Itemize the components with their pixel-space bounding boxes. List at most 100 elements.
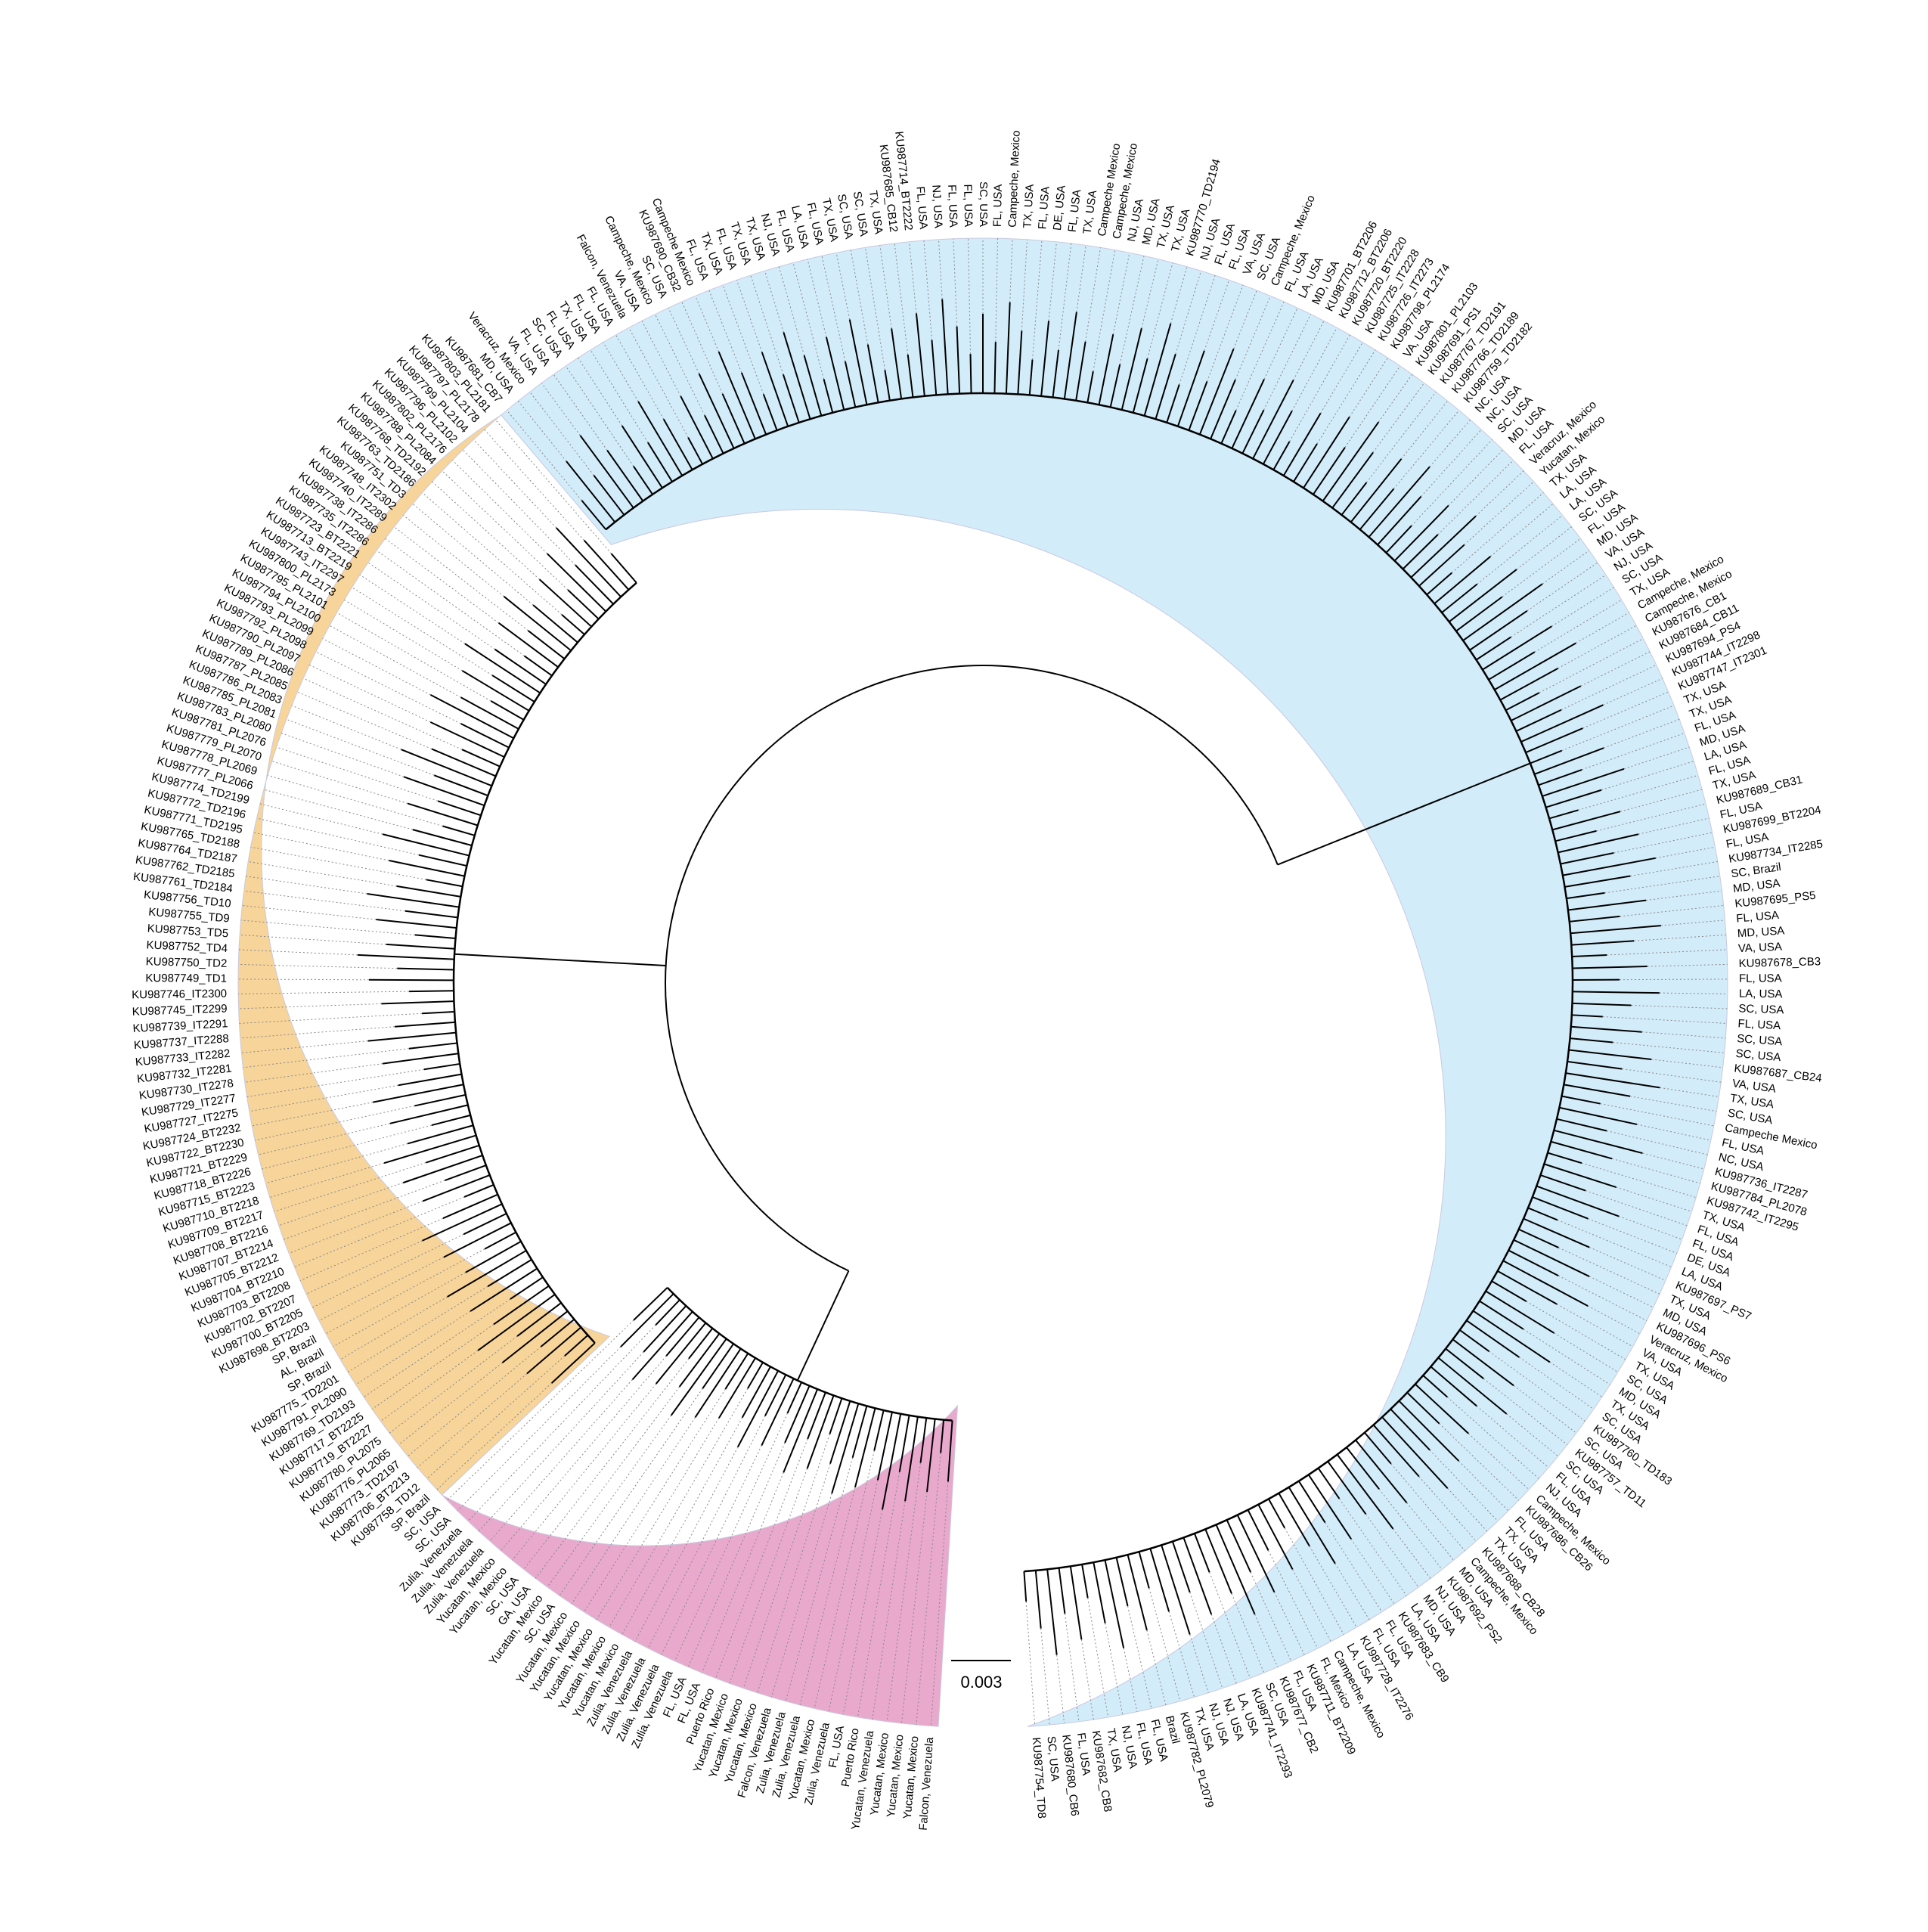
branch: [874, 1410, 883, 1451]
branch: [386, 944, 455, 949]
leaf-label: FL, USA: [1736, 909, 1780, 926]
branch: [367, 894, 460, 907]
branch: [547, 554, 606, 612]
branch: [395, 1022, 455, 1027]
leader: [297, 692, 432, 749]
leaf-label: KU987752_TD4: [146, 938, 228, 955]
leaf-label: KU987753_TD5: [147, 922, 228, 940]
branch: [1227, 1520, 1251, 1572]
leader: [281, 733, 404, 777]
branch: [971, 354, 972, 393]
leader: [268, 775, 442, 826]
branch: [680, 1334, 720, 1387]
branch: [1059, 1568, 1065, 1613]
branch: [689, 1329, 712, 1359]
leaf-label: FL, USA: [945, 185, 959, 228]
branch: [409, 1043, 457, 1048]
branch: [528, 631, 564, 659]
branch: [1093, 1562, 1105, 1623]
leaf-label: SC, USA: [977, 181, 990, 227]
leader: [377, 550, 524, 656]
leaf-label: FL, USA: [1739, 972, 1782, 985]
branch: [785, 1386, 809, 1443]
branch: [643, 1306, 686, 1352]
leader: [352, 588, 492, 675]
branch: [533, 605, 578, 643]
branch: [855, 1408, 876, 1487]
leaf-label: SC, USA: [1737, 1032, 1783, 1048]
branch: [424, 1064, 460, 1069]
leaf-label: FL, USA: [961, 184, 975, 227]
branch: [612, 554, 637, 583]
branch: [408, 804, 478, 826]
branch: [432, 749, 496, 776]
leaf-label: NJ, USA: [929, 185, 944, 228]
leaf-label: KU987750_TD2: [146, 955, 228, 970]
branch: [719, 1358, 755, 1419]
leaf-label: DE, USA: [1051, 185, 1068, 231]
branch: [1024, 1571, 1026, 1602]
branch: [568, 590, 599, 619]
leaf-label: KU987746_IT2300: [132, 988, 227, 1002]
leader: [452, 461, 547, 554]
branch: [434, 775, 488, 795]
branch: [381, 1001, 454, 1003]
leader: [1041, 1629, 1049, 1725]
branch: [1299, 1481, 1325, 1523]
branch: [465, 643, 541, 693]
leader: [360, 575, 465, 643]
branch: [397, 886, 461, 897]
branch: [1195, 1534, 1210, 1572]
leaf-label: FL, USA: [913, 186, 929, 230]
branch: [432, 1115, 470, 1125]
branch: [466, 1242, 521, 1273]
branch: [1183, 1537, 1211, 1614]
branch: [404, 777, 484, 805]
leaf-label: LA, USA: [1739, 988, 1783, 1001]
branch: [397, 969, 454, 970]
branch: [461, 697, 519, 729]
branch: [464, 1185, 494, 1197]
branch: [994, 342, 995, 393]
branch: [430, 695, 513, 738]
branch: [1279, 1493, 1310, 1546]
leaf-label: FL, USA: [1737, 1017, 1781, 1032]
branch: [383, 834, 470, 855]
branch: [783, 1389, 817, 1472]
leader: [260, 804, 383, 834]
branch: [443, 826, 475, 836]
leader: [244, 891, 405, 911]
branch: [738, 1371, 778, 1447]
leader: [442, 471, 568, 590]
branch: [1071, 1566, 1082, 1639]
leader: [386, 538, 499, 623]
leader: [432, 482, 540, 579]
branch: [1258, 1505, 1292, 1570]
leader: [253, 833, 389, 861]
leader: [403, 515, 504, 596]
leader: [394, 527, 528, 631]
branch: [422, 1012, 454, 1013]
leader: [309, 665, 430, 722]
branch: [488, 1260, 532, 1287]
leaf-label: FL, USA: [991, 184, 1005, 227]
branch: [1117, 1558, 1128, 1606]
branch: [1269, 1499, 1285, 1527]
branch: [384, 1136, 476, 1164]
branch: [830, 1401, 850, 1464]
branch: [390, 1105, 468, 1123]
leader: [272, 761, 408, 804]
branch: [540, 579, 592, 627]
leaf-label: VA, USA: [1738, 941, 1783, 956]
leaf-label: FL, USA: [1036, 186, 1052, 230]
leaf-label: SC, USA: [1738, 1002, 1784, 1016]
leaf-label: KU987754_TD8: [1030, 1737, 1048, 1819]
leader: [330, 625, 461, 697]
leaf-label: SC, USA: [1045, 1735, 1062, 1782]
branch: [492, 675, 535, 702]
branch: [656, 1323, 706, 1384]
leader: [344, 600, 462, 671]
branch: [1205, 1529, 1232, 1593]
